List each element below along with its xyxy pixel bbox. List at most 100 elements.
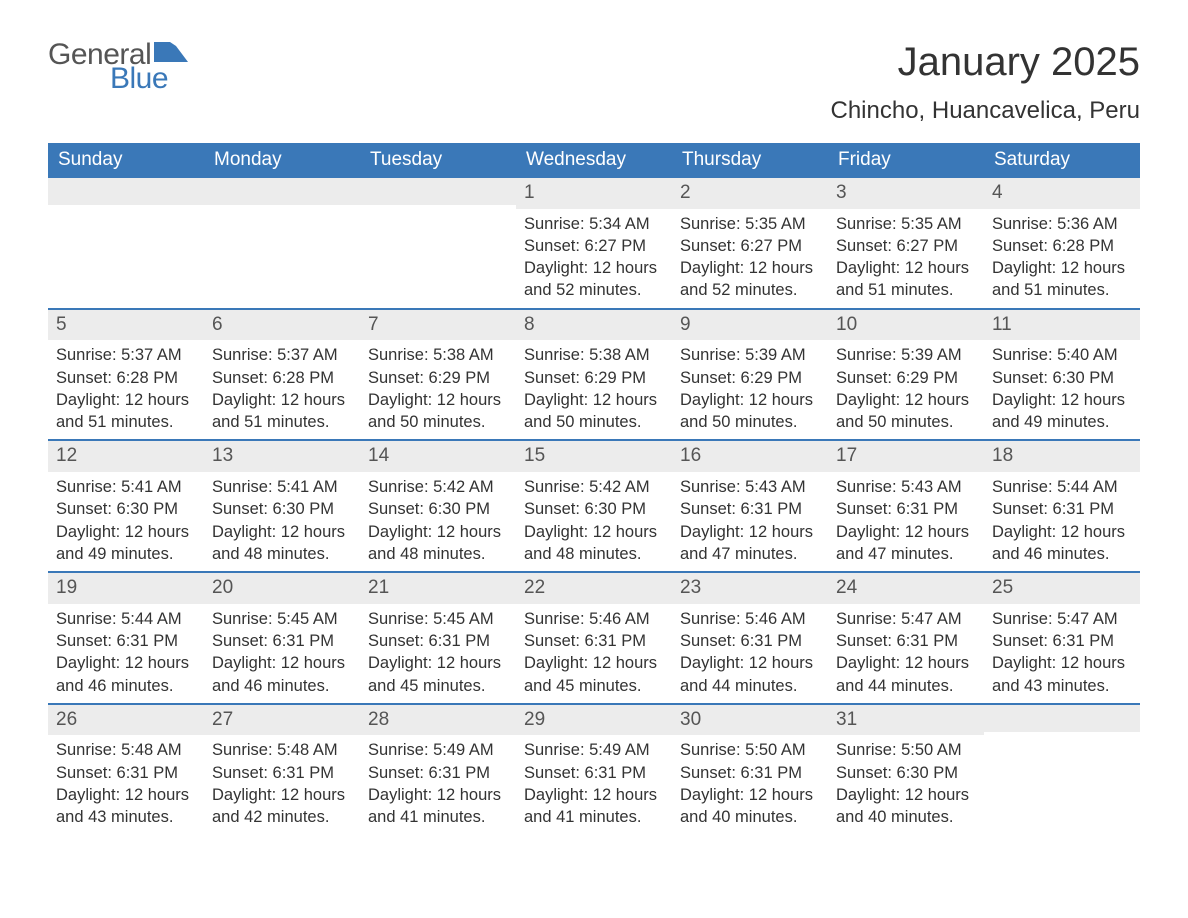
week-row: 19Sunrise: 5:44 AMSunset: 6:31 PMDayligh… <box>48 571 1140 703</box>
day-number: 10 <box>828 310 984 341</box>
day-body: Sunrise: 5:37 AMSunset: 6:28 PMDaylight:… <box>204 340 360 439</box>
sunset-text: Sunset: 6:31 PM <box>836 630 976 652</box>
calendar-table: Sunday Monday Tuesday Wednesday Thursday… <box>48 143 1140 835</box>
day-number: 3 <box>828 178 984 209</box>
day-cell: 5 Sunrise: 5:37 AMSunset: 6:28 PMDaylight… <box>48 310 204 440</box>
sunrise-text: Sunrise: 5:50 AM <box>680 739 820 761</box>
day-body: Sunrise: 5:43 AMSunset: 6:31 PMDaylight:… <box>828 472 984 571</box>
day-cell: 13Sunrise: 5:41 AMSunset: 6:30 PMDayligh… <box>204 441 360 571</box>
sunset-text: Sunset: 6:31 PM <box>368 630 508 652</box>
day-body: Sunrise: 5:50 AMSunset: 6:31 PMDaylight:… <box>672 735 828 834</box>
sunset-text: Sunset: 6:29 PM <box>524 367 664 389</box>
sunset-text: Sunset: 6:29 PM <box>836 367 976 389</box>
day-body: Sunrise: 5:44 AMSunset: 6:31 PMDaylight:… <box>48 604 204 703</box>
day-number: 1 <box>516 178 672 209</box>
day-number-empty <box>204 178 360 205</box>
daylight-text: Daylight: 12 hours and 51 minutes. <box>836 257 976 302</box>
day-body: Sunrise: 5:38 AMSunset: 6:29 PMDaylight:… <box>516 340 672 439</box>
day-cell: 21Sunrise: 5:45 AMSunset: 6:31 PMDayligh… <box>360 573 516 703</box>
day-body: Sunrise: 5:34 AMSunset: 6:27 PMDaylight:… <box>516 209 672 308</box>
day-body: Sunrise: 5:42 AMSunset: 6:30 PMDaylight:… <box>516 472 672 571</box>
day-cell: 24Sunrise: 5:47 AMSunset: 6:31 PMDayligh… <box>828 573 984 703</box>
sunrise-text: Sunrise: 5:36 AM <box>992 213 1132 235</box>
day-cell <box>360 178 516 308</box>
day-body: Sunrise: 5:50 AMSunset: 6:30 PMDaylight:… <box>828 735 984 834</box>
day-cell: 26Sunrise: 5:48 AMSunset: 6:31 PMDayligh… <box>48 705 204 835</box>
daylight-text: Daylight: 12 hours and 49 minutes. <box>56 521 196 566</box>
day-number: 24 <box>828 573 984 604</box>
weekday-header: Tuesday <box>360 143 516 178</box>
day-number: 16 <box>672 441 828 472</box>
day-number: 14 <box>360 441 516 472</box>
daylight-text: Daylight: 12 hours and 51 minutes. <box>212 389 352 434</box>
daylight-text: Daylight: 12 hours and 43 minutes. <box>56 784 196 829</box>
sunrise-text: Sunrise: 5:41 AM <box>56 476 196 498</box>
day-body: Sunrise: 5:47 AMSunset: 6:31 PMDaylight:… <box>984 604 1140 703</box>
week-row: 26Sunrise: 5:48 AMSunset: 6:31 PMDayligh… <box>48 703 1140 835</box>
day-number: 25 <box>984 573 1140 604</box>
daylight-text: Daylight: 12 hours and 41 minutes. <box>368 784 508 829</box>
day-cell: 3Sunrise: 5:35 AMSunset: 6:27 PMDaylight… <box>828 178 984 308</box>
weekday-header: Wednesday <box>516 143 672 178</box>
daylight-text: Daylight: 12 hours and 48 minutes. <box>368 521 508 566</box>
day-cell <box>204 178 360 308</box>
sunrise-text: Sunrise: 5:50 AM <box>836 739 976 761</box>
location-subtitle: Chincho, Huancavelica, Peru <box>830 97 1140 125</box>
daylight-text: Daylight: 12 hours and 40 minutes. <box>680 784 820 829</box>
daylight-text: Daylight: 12 hours and 48 minutes. <box>212 521 352 566</box>
day-cell: 23Sunrise: 5:46 AMSunset: 6:31 PMDayligh… <box>672 573 828 703</box>
sunset-text: Sunset: 6:31 PM <box>212 762 352 784</box>
day-cell: 8Sunrise: 5:38 AMSunset: 6:29 PMDaylight… <box>516 310 672 440</box>
day-number: 9 <box>672 310 828 341</box>
day-cell: 29Sunrise: 5:49 AMSunset: 6:31 PMDayligh… <box>516 705 672 835</box>
sunset-text: Sunset: 6:30 PM <box>524 498 664 520</box>
sunset-text: Sunset: 6:27 PM <box>524 235 664 257</box>
day-number: 20 <box>204 573 360 604</box>
sunset-text: Sunset: 6:28 PM <box>992 235 1132 257</box>
week-row: 1Sunrise: 5:34 AMSunset: 6:27 PMDaylight… <box>48 178 1140 308</box>
day-body: Sunrise: 5:42 AMSunset: 6:30 PMDaylight:… <box>360 472 516 571</box>
sunrise-text: Sunrise: 5:46 AM <box>680 608 820 630</box>
day-cell: 17Sunrise: 5:43 AMSunset: 6:31 PMDayligh… <box>828 441 984 571</box>
daylight-text: Daylight: 12 hours and 41 minutes. <box>524 784 664 829</box>
day-number: 28 <box>360 705 516 736</box>
sunset-text: Sunset: 6:31 PM <box>836 498 976 520</box>
sunrise-text: Sunrise: 5:39 AM <box>836 344 976 366</box>
sunrise-text: Sunrise: 5:47 AM <box>992 608 1132 630</box>
day-cell: 27Sunrise: 5:48 AMSunset: 6:31 PMDayligh… <box>204 705 360 835</box>
daylight-text: Daylight: 12 hours and 51 minutes. <box>56 389 196 434</box>
day-number: 8 <box>516 310 672 341</box>
day-cell: 31Sunrise: 5:50 AMSunset: 6:30 PMDayligh… <box>828 705 984 835</box>
sunset-text: Sunset: 6:27 PM <box>836 235 976 257</box>
sunset-text: Sunset: 6:30 PM <box>992 367 1132 389</box>
day-cell: 18Sunrise: 5:44 AMSunset: 6:31 PMDayligh… <box>984 441 1140 571</box>
day-cell: 1Sunrise: 5:34 AMSunset: 6:27 PMDaylight… <box>516 178 672 308</box>
sunset-text: Sunset: 6:28 PM <box>56 367 196 389</box>
daylight-text: Daylight: 12 hours and 46 minutes. <box>212 652 352 697</box>
day-number: 5 <box>48 310 204 341</box>
daylight-text: Daylight: 12 hours and 52 minutes. <box>680 257 820 302</box>
sunrise-text: Sunrise: 5:41 AM <box>212 476 352 498</box>
sunrise-text: Sunrise: 5:43 AM <box>680 476 820 498</box>
day-cell: 2Sunrise: 5:35 AMSunset: 6:27 PMDaylight… <box>672 178 828 308</box>
day-cell: 12Sunrise: 5:41 AMSunset: 6:30 PMDayligh… <box>48 441 204 571</box>
day-body: Sunrise: 5:47 AMSunset: 6:31 PMDaylight:… <box>828 604 984 703</box>
day-cell: 22Sunrise: 5:46 AMSunset: 6:31 PMDayligh… <box>516 573 672 703</box>
day-body: Sunrise: 5:40 AMSunset: 6:30 PMDaylight:… <box>984 340 1140 439</box>
day-number: 7 <box>360 310 516 341</box>
day-cell: 9Sunrise: 5:39 AMSunset: 6:29 PMDaylight… <box>672 310 828 440</box>
weekday-header-row: Sunday Monday Tuesday Wednesday Thursday… <box>48 143 1140 178</box>
day-number-empty <box>984 705 1140 732</box>
sunset-text: Sunset: 6:29 PM <box>680 367 820 389</box>
weekday-header: Saturday <box>984 143 1140 178</box>
daylight-text: Daylight: 12 hours and 47 minutes. <box>680 521 820 566</box>
week-row: 12Sunrise: 5:41 AMSunset: 6:30 PMDayligh… <box>48 439 1140 571</box>
header-region: General Blue January 2025 Chincho, Huanc… <box>48 40 1140 125</box>
sunrise-text: Sunrise: 5:42 AM <box>368 476 508 498</box>
day-body: Sunrise: 5:39 AMSunset: 6:29 PMDaylight:… <box>672 340 828 439</box>
sunrise-text: Sunrise: 5:49 AM <box>524 739 664 761</box>
daylight-text: Daylight: 12 hours and 42 minutes. <box>212 784 352 829</box>
sunrise-text: Sunrise: 5:37 AM <box>56 344 196 366</box>
day-cell: 6Sunrise: 5:37 AMSunset: 6:28 PMDaylight… <box>204 310 360 440</box>
day-body: Sunrise: 5:45 AMSunset: 6:31 PMDaylight:… <box>204 604 360 703</box>
